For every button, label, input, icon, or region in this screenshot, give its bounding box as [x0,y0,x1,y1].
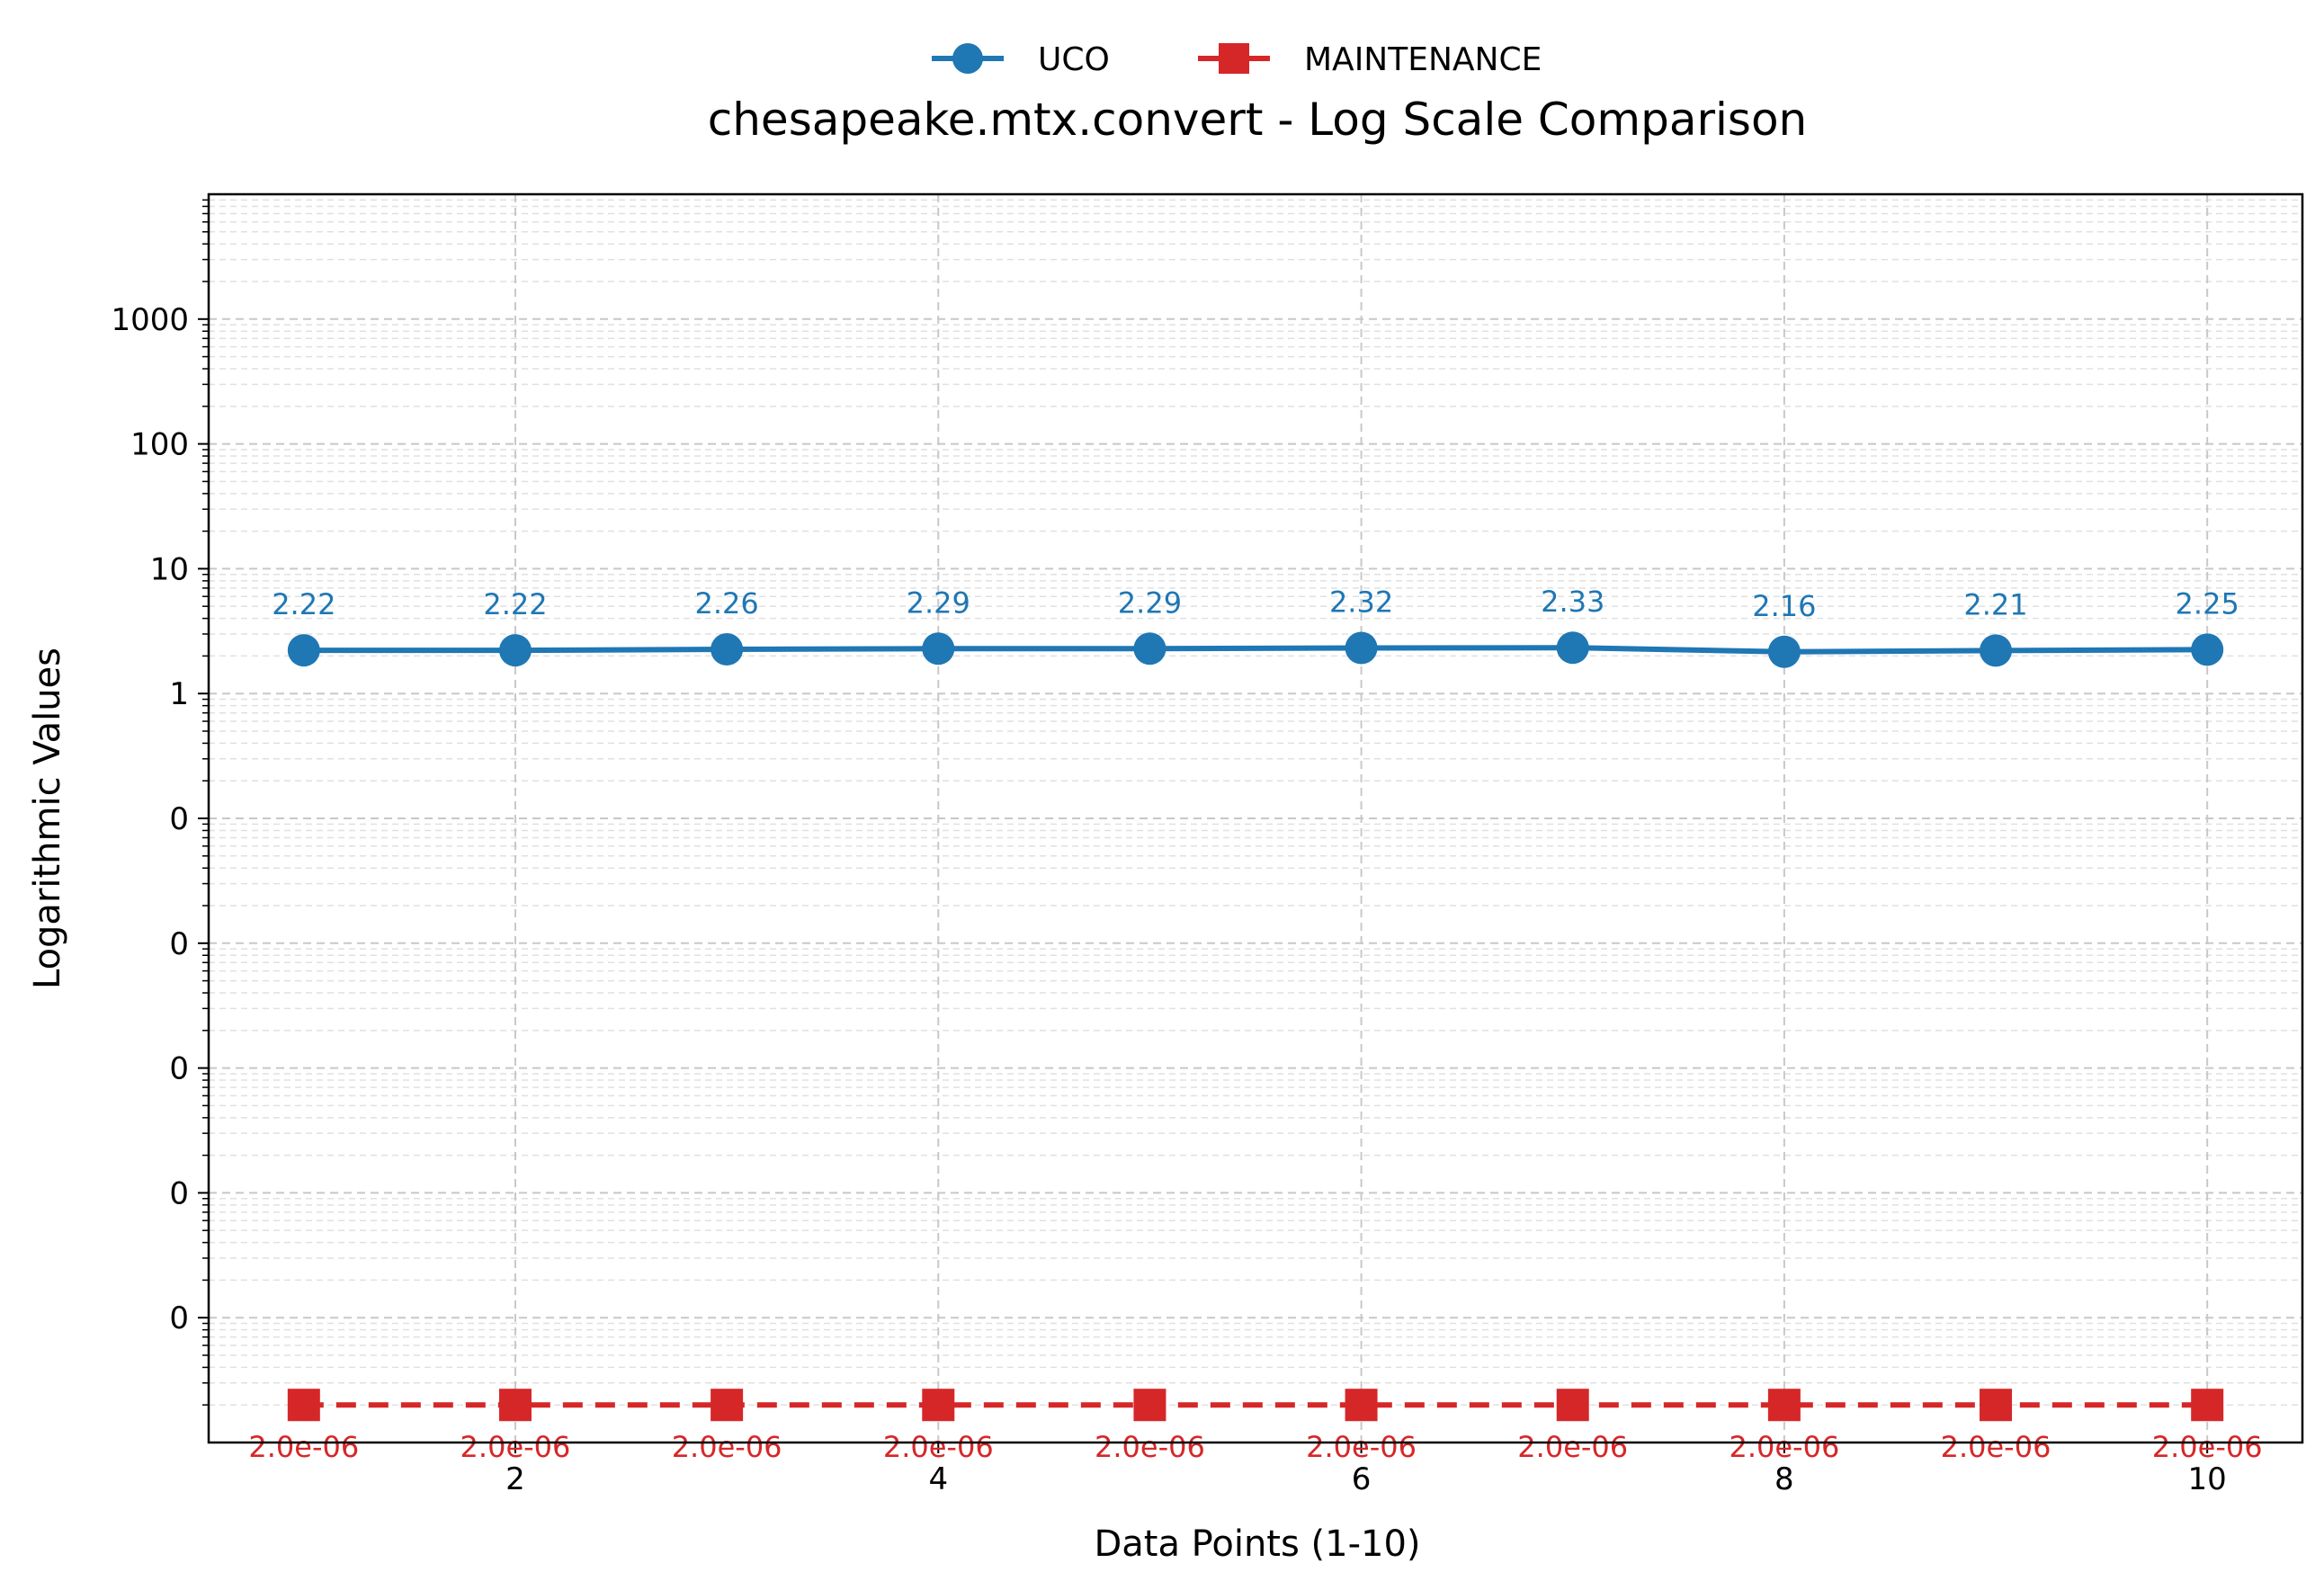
uco-point [1767,635,1801,668]
uco-point [922,632,955,665]
maintenance-point [711,1389,744,1422]
maintenance-data-label: 2.0e-06 [1517,1430,1628,1464]
y-tick-label: 10 [150,551,189,587]
uco-data-label: 2.26 [694,586,758,621]
x-tick-label: 10 [2188,1461,2227,1497]
uco-data-label: 2.33 [1541,585,1604,619]
uco-point [2191,633,2224,666]
legend: UCO MAINTENANCE [932,41,1542,78]
legend-uco-marker [952,43,983,74]
maintenance-point [922,1389,955,1422]
maintenance-point [2191,1389,2224,1422]
y-tick-label: 1 [169,676,189,712]
grid-lines [209,194,2302,1443]
uco-data-label: 2.29 [907,585,970,620]
uco-point [1556,631,1589,665]
uco-data-label: 2.29 [1118,585,1182,620]
x-tick-label: 2 [505,1461,525,1497]
y-tick-label: 0 [169,1051,189,1087]
x-axis-ticks: 2 4 6 8 10 [505,1443,2227,1497]
uco-point [1133,632,1166,665]
maintenance-point [1133,1389,1166,1422]
y-tick-label: 0 [169,801,189,837]
y-tick-label: 100 [130,427,189,463]
legend-uco-label: UCO [1038,41,1110,78]
uco-data-label: 2.22 [483,587,547,621]
uco-data-label: 2.21 [1963,587,2027,621]
uco-data-label: 2.25 [2176,586,2239,621]
maintenance-data-label: 2.0e-06 [1306,1430,1417,1464]
uco-point [1980,634,2013,667]
x-axis-label: Data Points (1-10) [1094,1523,1420,1565]
maintenance-data-label: 2.0e-06 [883,1430,994,1464]
x-tick-label: 6 [1352,1461,1372,1497]
maintenance-point [498,1389,532,1422]
maintenance-point [1345,1389,1378,1422]
maintenance-data-label: 2.0e-06 [672,1430,782,1464]
maintenance-data-label: 2.0e-06 [460,1430,571,1464]
uco-data-label: 2.16 [1752,589,1816,623]
y-tick-label: 0 [169,1175,189,1211]
y-tick-label: 0 [169,926,189,962]
maintenance-point [1980,1389,2013,1422]
y-tick-label: 1000 [111,302,189,338]
uco-point [287,634,320,667]
plot-frame [207,192,2304,1444]
uco-point [1345,631,1378,665]
maintenance-point [1556,1389,1589,1422]
uco-point [711,633,744,666]
y-axis-label: Logarithmic Values [27,648,68,989]
chart-title: chesapeake.mtx.convert - Log Scale Compa… [708,94,1808,146]
uco-line [303,645,2208,655]
maintenance-data-label: 2.0e-06 [248,1430,359,1464]
maintenance-data-label: 2.0e-06 [1729,1430,1839,1464]
uco-data-label: 2.22 [272,587,335,621]
maintenance-series: 2.0e-06 2.0e-06 2.0e-06 2.0e-06 2.0e-06 2.0e-… [248,1389,2263,1464]
maintenance-data-label: 2.0e-06 [2152,1430,2263,1464]
uco-data-label: 2.32 [1329,585,1393,619]
y-tick-label: 0 [169,1300,189,1336]
maintenance-point [287,1389,320,1422]
legend-maintenance-label: MAINTENANCE [1304,41,1542,78]
uco-point [498,634,532,667]
maintenance-point [1767,1389,1801,1422]
uco-series: 2.22 2.22 2.26 2.29 2.29 2.32 2.33 2.16 2.21 2.25 [272,585,2239,668]
maintenance-data-label: 2.0e-06 [1095,1430,1205,1464]
x-tick-label: 4 [928,1461,948,1497]
legend-maintenance-marker [1219,43,1249,74]
maintenance-data-label: 2.0e-06 [1941,1430,2051,1464]
x-tick-label: 8 [1774,1461,1794,1497]
